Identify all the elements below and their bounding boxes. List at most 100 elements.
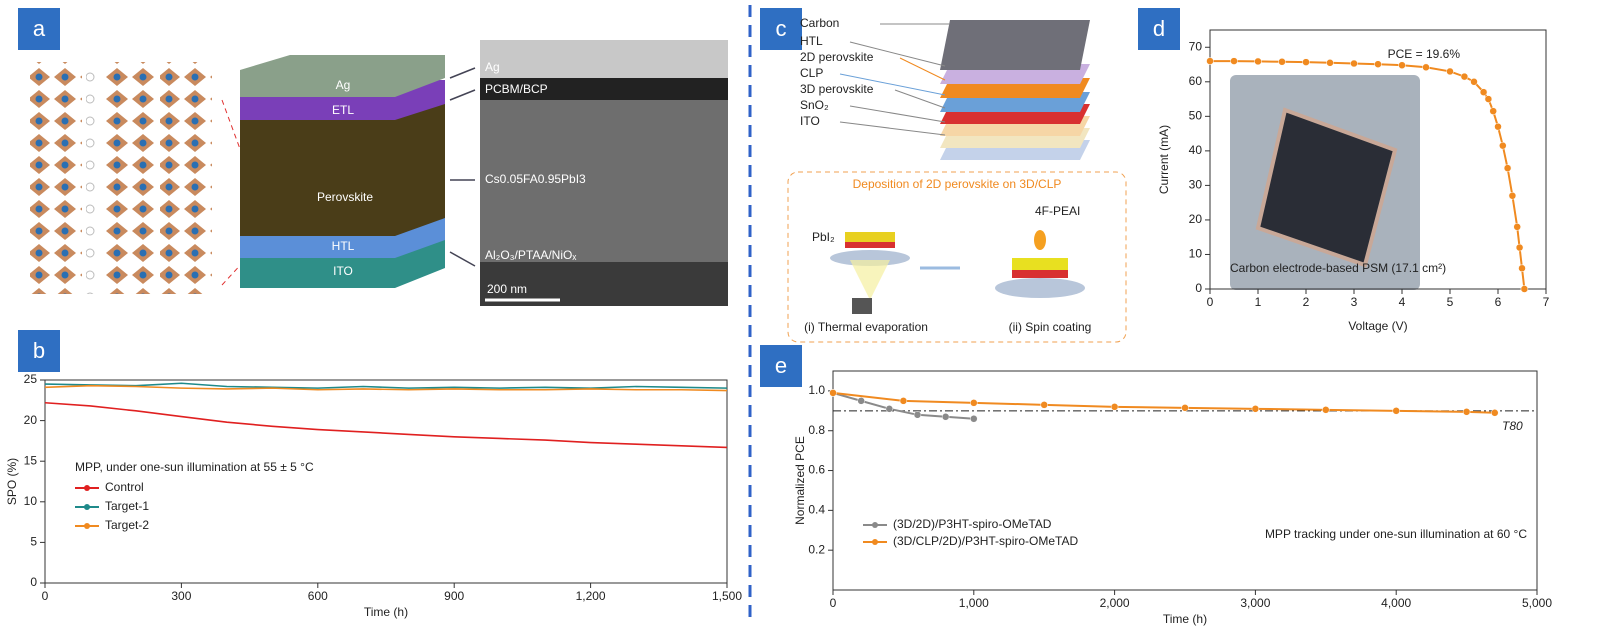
marker (1499, 141, 1507, 150)
y-tick-label: 15 (24, 453, 38, 467)
y-tick-label: 30 (1189, 178, 1203, 192)
leader (894, 89, 946, 109)
annotation: Carbon electrode-based PSM (17.1 cm²) (1230, 261, 1446, 275)
label-box (760, 8, 802, 50)
marker (941, 413, 950, 421)
marker (1398, 61, 1406, 69)
marker (1462, 408, 1471, 416)
x-tick-label: 6 (1495, 295, 1502, 309)
legend-marker (84, 504, 90, 510)
scale-label: 200 nm (487, 282, 527, 296)
marker (1470, 78, 1478, 86)
marker (1251, 405, 1260, 413)
annotation: MPP tracking under one-sun illumination … (1265, 527, 1527, 541)
marker (1479, 88, 1488, 96)
marker (1350, 59, 1358, 68)
legend-label: Control (105, 480, 144, 494)
layer (940, 20, 1090, 70)
legend-label: (3D/CLP/2D)/P3HT-spiro-OMeTAD (893, 534, 1078, 548)
sem-label: Cs0.05FA0.95PbI3 (485, 172, 586, 186)
label-box (18, 8, 60, 50)
x-tick-label: 300 (171, 589, 191, 603)
y-tick-label: 1.0 (808, 383, 825, 397)
annotation: MPP, under one-sun illumination at 55 ± … (75, 460, 314, 474)
x-tick-label: 900 (444, 589, 464, 603)
label-box (760, 345, 802, 387)
y-tick-label: 60 (1189, 74, 1203, 88)
y-tick-label: 70 (1189, 39, 1203, 53)
x-tick-label: 3,000 (1240, 596, 1270, 610)
step-label: (i) Thermal evaporation (804, 320, 928, 334)
x-tick-label: 2 (1303, 295, 1310, 309)
y-tick-label: 20 (24, 413, 38, 427)
layer-ag (240, 55, 445, 97)
marker (1326, 59, 1334, 67)
y-tick-label: 10 (24, 494, 38, 508)
crystal (30, 62, 82, 294)
legend-marker (872, 522, 878, 528)
leader (849, 105, 946, 123)
panel-label: a (33, 16, 46, 41)
y-tick-label: 0.4 (808, 503, 825, 517)
y-tick-label: 0.8 (808, 423, 825, 437)
marker (1322, 406, 1330, 414)
y-tick-label: 5 (30, 535, 37, 549)
panel-a: Ag ETL Perovskite HTL ITO Ag PCBM/BCP Cs… (30, 40, 728, 306)
series-line (1210, 60, 1526, 290)
inset-box (787, 171, 1127, 343)
y-tick-label: 40 (1189, 143, 1203, 157)
x-tick-label: 4,000 (1381, 596, 1411, 610)
marker (913, 411, 922, 419)
marker (1520, 285, 1529, 293)
marker (1110, 403, 1119, 411)
x-tick-label: 0 (42, 589, 49, 603)
marker (1392, 407, 1400, 415)
plot-frame (44, 379, 728, 584)
marker (1206, 57, 1214, 65)
marker (885, 405, 894, 413)
x-tick-label: 0 (830, 596, 837, 610)
y-axis-label: Normalized PCE (793, 436, 807, 525)
plot-frame (832, 370, 1538, 591)
leader (839, 121, 946, 136)
arrow (449, 251, 476, 267)
sem-ag (480, 40, 728, 78)
y-tick-label: 0 (1195, 281, 1202, 295)
drop (1034, 230, 1046, 250)
marker (1494, 122, 1502, 131)
marker (970, 399, 978, 407)
vapor (850, 260, 890, 300)
layer-label: ITO (333, 264, 353, 278)
marker (1446, 67, 1454, 76)
marker (1515, 243, 1524, 252)
marker (1254, 57, 1262, 66)
legend-marker (872, 539, 878, 545)
annotation: PCE = 19.6% (1388, 47, 1461, 61)
label-box (1138, 8, 1180, 50)
y-axis-label: Current (mA) (1157, 125, 1171, 194)
x-axis-label: Voltage (V) (1348, 319, 1407, 333)
layer-label: ITO (800, 114, 820, 128)
label: 4F-PEAI (1035, 204, 1080, 218)
layer-label: 2D perovskite (800, 50, 874, 64)
sem-label: Ag (485, 60, 500, 74)
layer-label: Perovskite (317, 190, 373, 204)
panel-labels: a b c d e (18, 8, 1180, 387)
sem-pcbm (480, 78, 728, 100)
inset-title: Deposition of 2D perovskite on 3D/CLP (853, 177, 1062, 191)
marker (1491, 409, 1499, 417)
organic-layer (86, 62, 104, 294)
source (852, 298, 872, 314)
leader (839, 73, 946, 96)
marker (1503, 164, 1512, 172)
legend-label: Target-2 (105, 518, 149, 532)
layer-label: HTL (332, 239, 355, 253)
leader (849, 41, 946, 67)
series-line (44, 382, 728, 389)
marker (1508, 192, 1517, 200)
layer-label: SnO₂ (800, 98, 829, 112)
layer-label: ETL (332, 103, 354, 117)
marker (1513, 223, 1521, 231)
panel-label: c (776, 16, 787, 41)
